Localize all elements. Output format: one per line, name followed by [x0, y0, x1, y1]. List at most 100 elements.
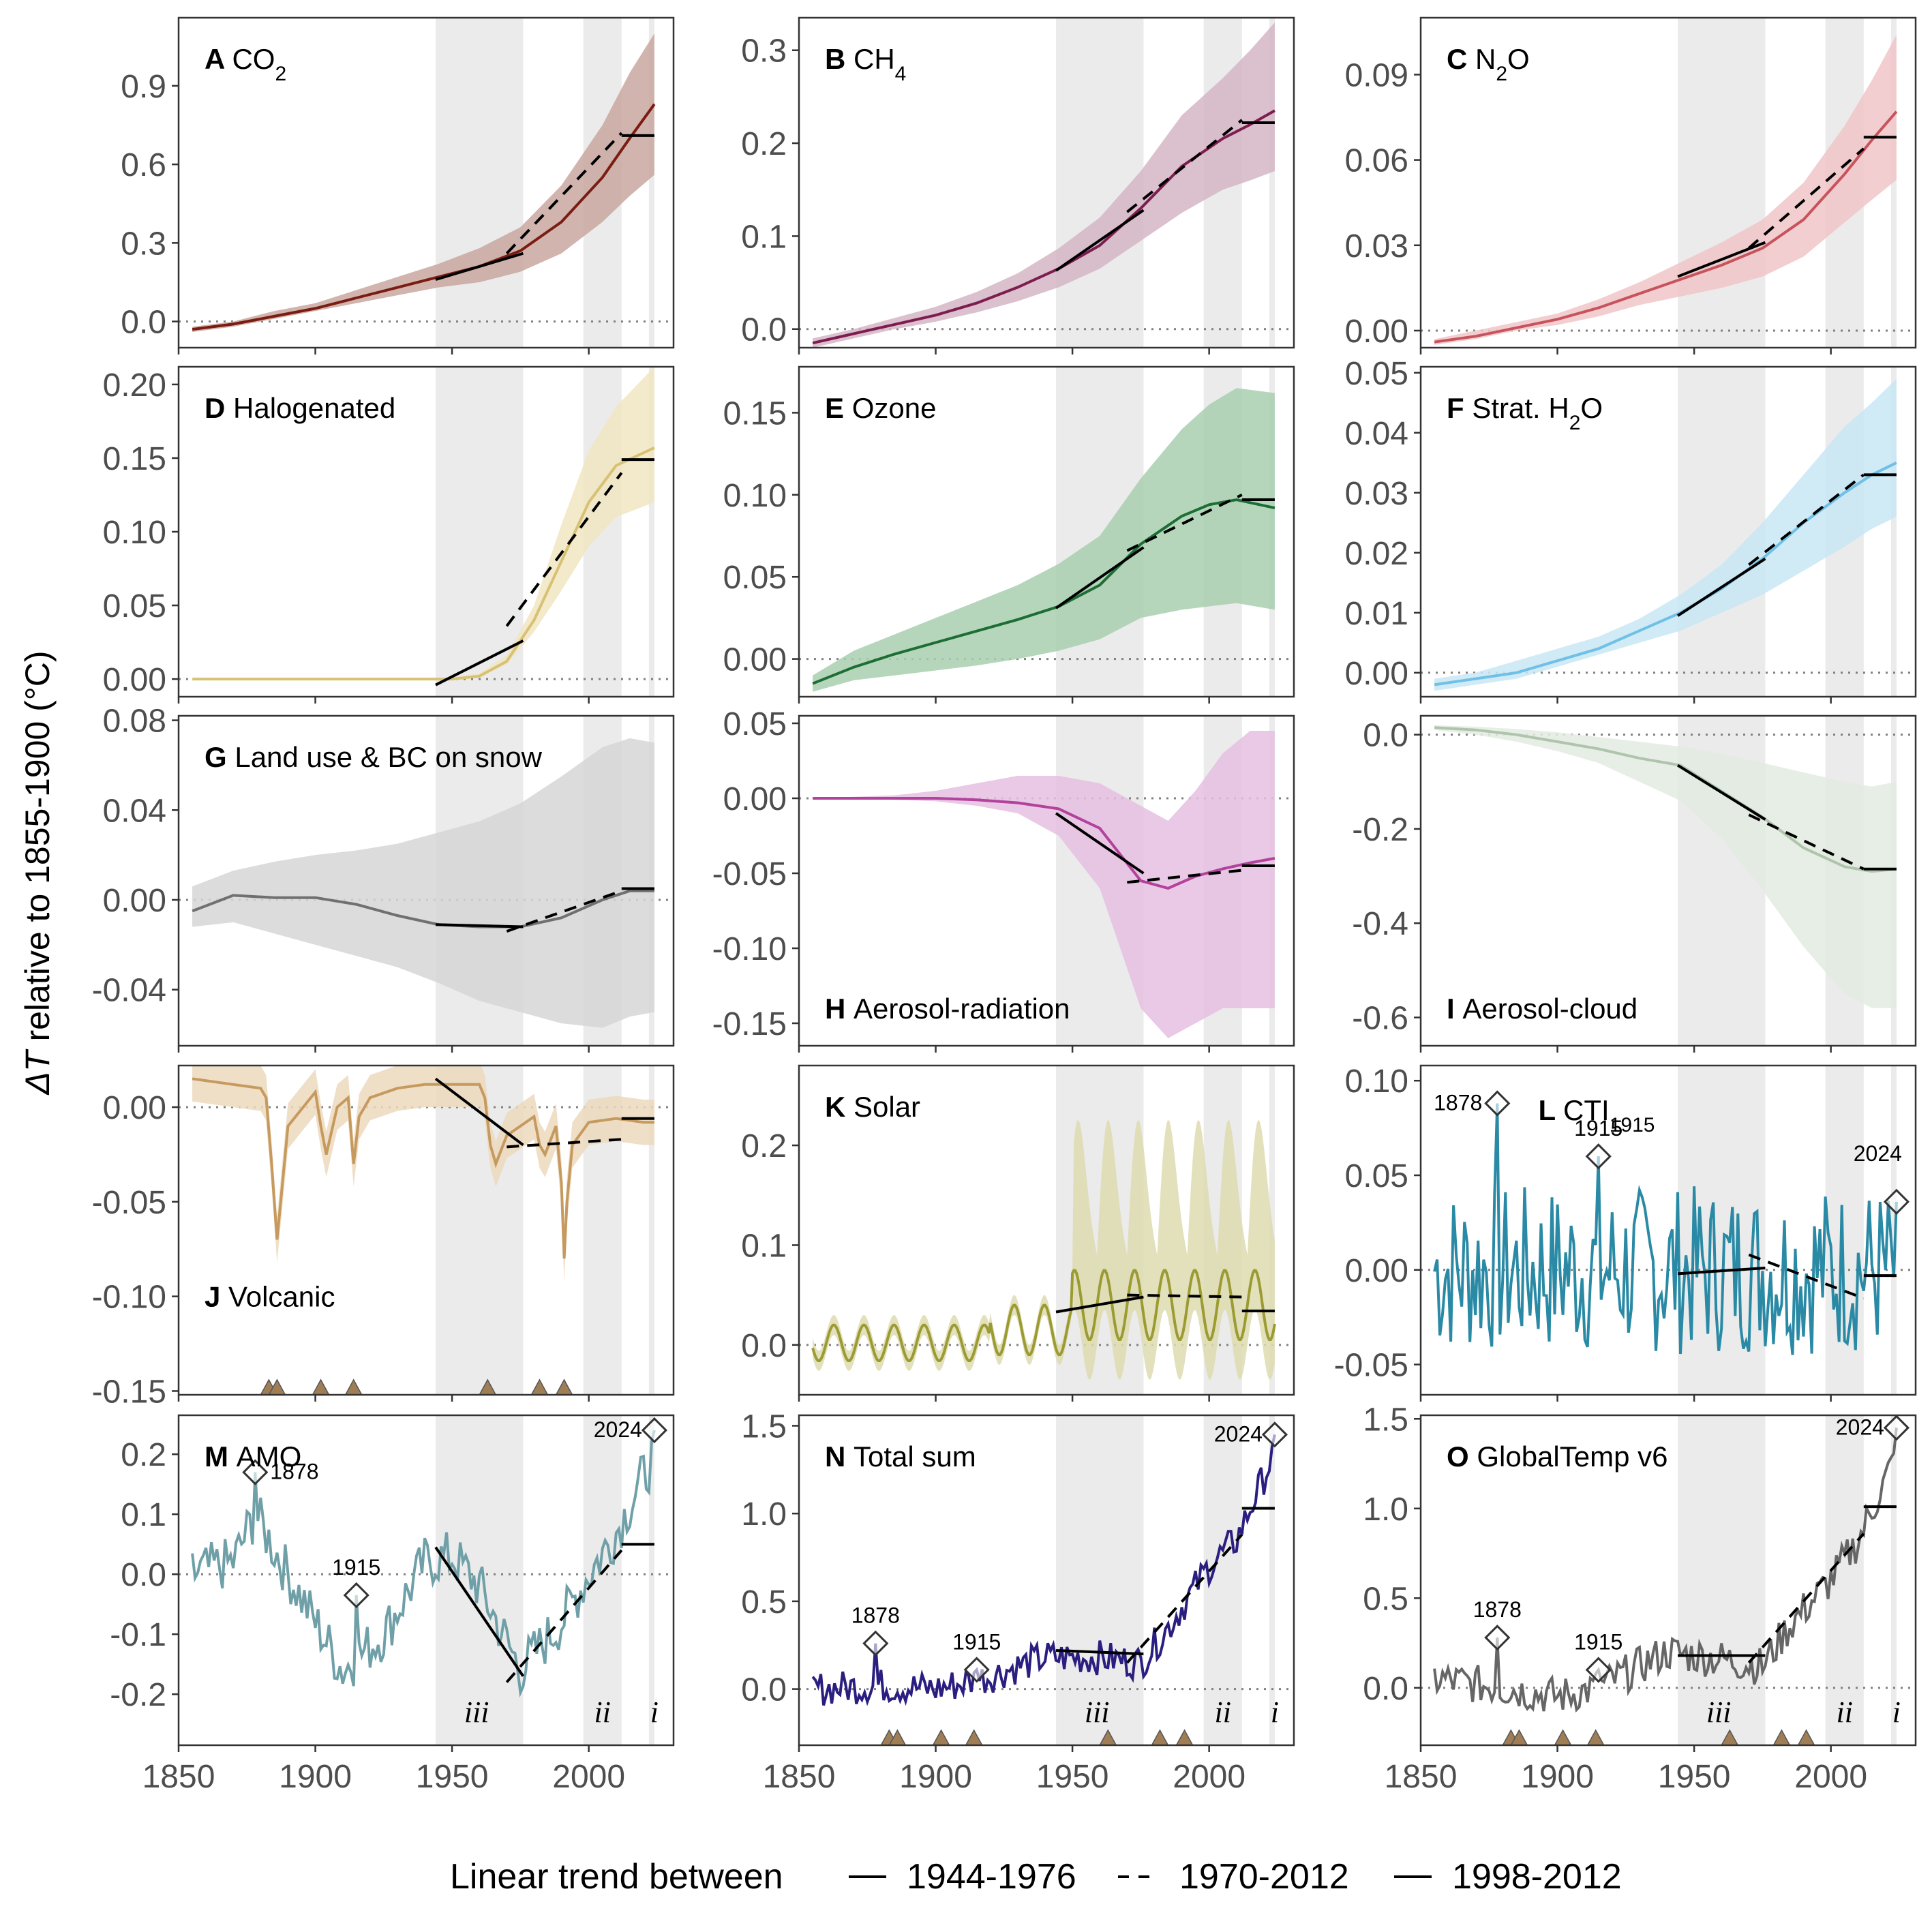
y-tick-label: -0.2 — [1352, 812, 1408, 848]
x-tick-label: 1950 — [1658, 1759, 1731, 1795]
y-tick-label: 0.04 — [1345, 416, 1408, 452]
y-tick-label: 0.00 — [1345, 314, 1408, 350]
panel-L: 1878 1915 2024 -0.05 0.00 0.05 0.10 L CTI1915 — [1334, 1063, 1917, 1402]
shaded-period-1 — [1678, 18, 1766, 348]
x-tick-label: 1900 — [1521, 1759, 1594, 1795]
y-tick-label: 0.09 — [1345, 57, 1408, 93]
y-tick-label: 0.0 — [1363, 718, 1408, 754]
y-tick-label: -0.05 — [92, 1185, 166, 1221]
series-line — [192, 446, 655, 681]
panel-H: -0.15 -0.10 -0.05 0.00 0.05 H Aerosol-radiati… — [712, 706, 1295, 1053]
panel-plot-area — [799, 367, 1294, 697]
uncertainty-band — [1434, 725, 1897, 1008]
panel-frame — [1419, 365, 1917, 698]
y-tick-label: 0.6 — [121, 147, 166, 183]
y-tick-label: 1.5 — [1363, 1402, 1408, 1438]
eruption-marker-1914 — [965, 1729, 983, 1746]
y-tick-label: -0.1 — [110, 1617, 166, 1653]
shaded-period-3 — [1890, 18, 1897, 348]
y-tick-label: 0.05 — [1345, 1158, 1408, 1194]
y-tick-label: 0.3 — [741, 33, 787, 70]
panel-G: -0.04 0.00 0.04 0.08 G Land use & BC on snow — [92, 704, 675, 1053]
panel-frame — [177, 714, 675, 1047]
panel-plot-area — [179, 716, 674, 1046]
y-tick-label: 0.03 — [1345, 228, 1408, 265]
eruption-marker-1982 — [1151, 1729, 1169, 1746]
panel-plot-area — [179, 1066, 674, 1395]
panel-title-M: M AMO — [205, 1440, 301, 1473]
uncertainty-band — [192, 367, 654, 680]
legend-label-2: 1970-2012 — [1179, 1857, 1349, 1897]
annotation-marker-1915 — [963, 1657, 990, 1683]
eruption-marker-1902 — [932, 1729, 950, 1746]
y-tick-label: 0.05 — [1345, 356, 1408, 392]
x-tick-label: 2000 — [1173, 1759, 1246, 1795]
trend-1944-1976 — [1055, 812, 1145, 875]
legend-label-3: 1998-2012 — [1452, 1857, 1622, 1897]
panel-frame — [177, 16, 675, 349]
annotation-label-1915: 1915 — [332, 1555, 380, 1580]
y-tick-label: 0.00 — [723, 642, 787, 678]
y-tick-label: 0.0 — [121, 1557, 166, 1593]
panel-frame — [1419, 1414, 1917, 1747]
legend-label-1: 1944-1976 — [907, 1857, 1076, 1897]
series-line — [811, 1269, 1276, 1362]
trend-1970-2012 — [505, 472, 623, 627]
y-tick-label: 0.04 — [103, 793, 166, 829]
shaded-period-3 — [648, 1066, 654, 1395]
x-tick-label: 1850 — [142, 1759, 215, 1795]
y-tick-label: 0.02 — [1345, 536, 1408, 572]
y-tick-label: -0.6 — [1352, 1001, 1408, 1037]
y-tick-label: 0.15 — [723, 395, 787, 432]
y-tick-label: 0.1 — [741, 219, 787, 255]
panel-title-F: F Strat. H2O — [1447, 392, 1603, 434]
y-tick-label: -0.05 — [1334, 1348, 1408, 1384]
trend-1944-1976 — [435, 252, 524, 282]
y-axis-label: ΔT relative to 1855-1900 (°C) — [18, 650, 57, 1095]
y-tick-label: 1.0 — [741, 1496, 787, 1533]
eruption-marker-1991 — [1797, 1729, 1815, 1746]
shaded-period-3 — [1890, 367, 1897, 697]
period-label-i: i — [1892, 1695, 1901, 1729]
y-tick-label: -0.05 — [712, 856, 787, 892]
trend-1944-1976 — [1677, 1267, 1766, 1276]
uncertainty-band — [813, 731, 1275, 1038]
panel-F: 0.00 0.01 0.02 0.03 0.04 0.05 F Strat. H2O — [1345, 356, 1917, 704]
panel-plot-area — [1421, 1415, 1916, 1745]
trend-1944-1976 — [1055, 546, 1145, 609]
y-tick-label: 0.0 — [1363, 1671, 1408, 1707]
y-tick-label: 0.2 — [121, 1437, 166, 1473]
panel-frame — [1419, 1064, 1917, 1396]
panel-plot-area — [799, 18, 1294, 348]
y-tick-label: 0.1 — [121, 1497, 166, 1533]
uncertainty-band — [192, 1066, 654, 1282]
y-tick-label: -0.15 — [92, 1374, 166, 1410]
annotation-marker-2024 — [641, 1417, 668, 1444]
panel-I: -0.6 -0.4 -0.2 0.0 I Aerosol-cloud — [1352, 714, 1917, 1053]
panel-frame — [1419, 714, 1917, 1047]
panel-title-L: L CTI1915 — [1538, 1094, 1655, 1136]
y-tick-label: 0.00 — [103, 662, 166, 698]
shaded-period-3 — [1890, 1066, 1897, 1395]
x-tick-label: 1950 — [1036, 1759, 1109, 1795]
panel-frame — [798, 714, 1295, 1047]
panel-title-C: C N2O — [1447, 43, 1530, 85]
shaded-period-1 — [436, 367, 524, 697]
y-tick-label: 0.00 — [1345, 1253, 1408, 1289]
annotation-marker-1878 — [1484, 1625, 1511, 1651]
y-tick-label: -0.10 — [712, 931, 787, 967]
panel-frame — [798, 365, 1295, 698]
uncertainty-band — [192, 738, 654, 1028]
panel-B: 0.0 0.1 0.2 0.3 B CH4 — [741, 16, 1295, 354]
y-tick-label: 0.15 — [103, 441, 166, 477]
y-tick-label: 0.10 — [103, 515, 166, 551]
eruption-marker-1991 — [555, 1378, 573, 1395]
panel-frame — [798, 16, 1295, 349]
trend-1944-1976 — [1055, 1648, 1144, 1656]
y-tick-label: -0.04 — [92, 973, 166, 1009]
x-tick-label: 1950 — [416, 1759, 489, 1795]
trend-1970-2012 — [1748, 813, 1865, 871]
panel-title-D: D Halogenated — [205, 392, 395, 424]
panel-J: -0.15 -0.10 -0.05 0.00 J Volcanic — [92, 1064, 675, 1410]
